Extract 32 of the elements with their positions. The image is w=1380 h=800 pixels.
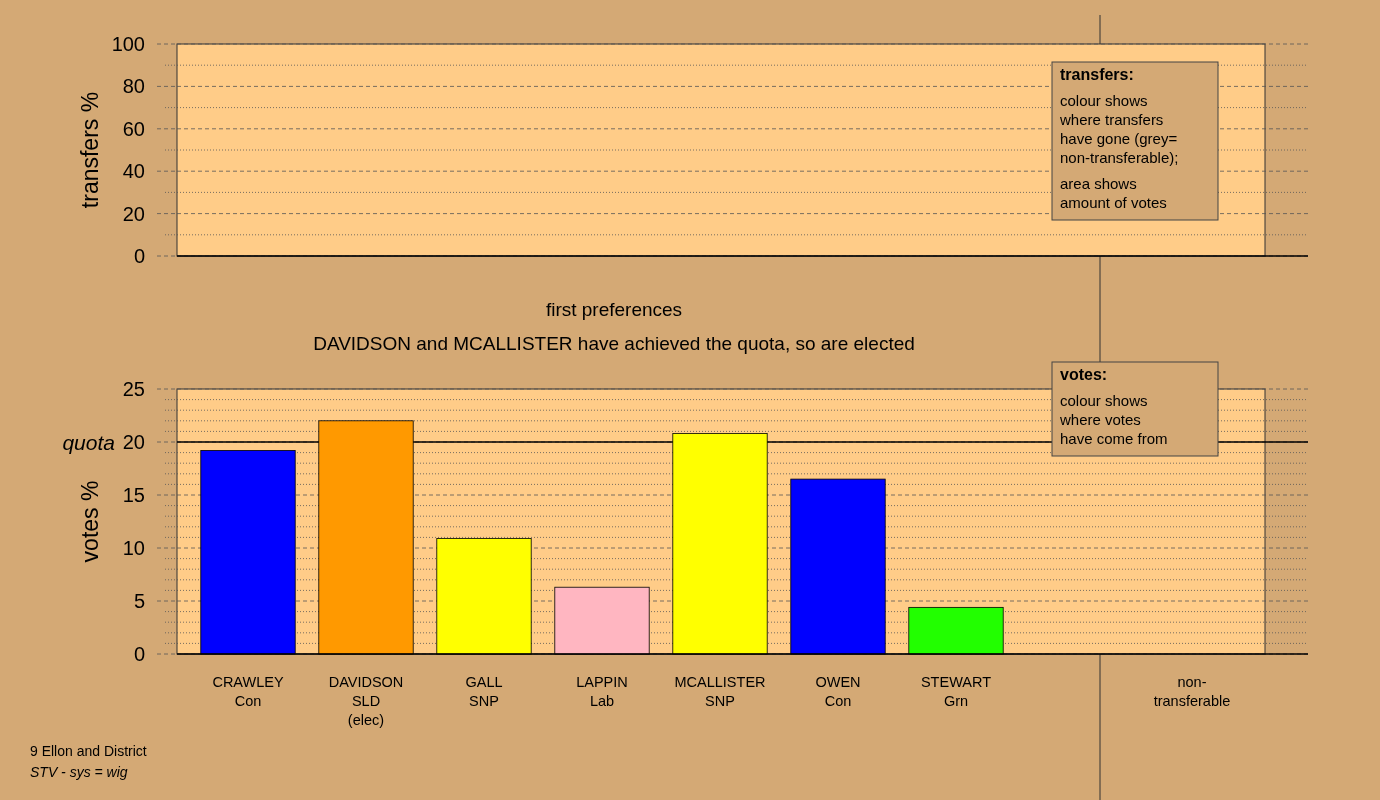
y-tick-label: 20 — [122, 202, 145, 225]
text: 9 Ellon and District — [30, 743, 147, 759]
y-tick-label: 15 — [122, 484, 145, 506]
x-tick-label: LAPPIN Lab — [576, 674, 628, 709]
y-tick-label: 20 — [122, 431, 145, 453]
text: votes: — [1060, 366, 1108, 383]
annotation: area shows amount of votes — [1060, 175, 1167, 211]
x-tick-label: MCALLISTER SNP — [674, 674, 766, 709]
y-tick-label: 100 — [111, 33, 145, 55]
y-tick-label: 80 — [122, 75, 145, 98]
y-tick-label: 60 — [122, 117, 145, 140]
annotation: colour shows where votes have come from — [1059, 392, 1168, 447]
annotation: colour shows where transfers have gone (grey= non-transferable); — [1059, 92, 1179, 166]
y-tick-label: 0 — [133, 643, 145, 665]
x-tick-label: STEWART Grn — [920, 674, 992, 709]
y-tick-label: 25 — [122, 378, 145, 400]
y-tick-label: 0 — [133, 245, 145, 267]
text: STV - sys = wig — [30, 764, 128, 780]
annotation: transfers: — [1060, 66, 1134, 83]
ref-line-label: quota — [62, 431, 115, 454]
chart-title: first preferences — [545, 299, 683, 320]
y-tick-label: 5 — [133, 590, 145, 612]
x-tick-label: OWEN Con — [815, 674, 861, 709]
chart-subtitle: DAVIDSON and MCALLISTER have achieved the quota, so are elected — [313, 333, 915, 354]
x-tick-label: DAVIDSON SLD (elec) — [328, 674, 404, 728]
x-tick-label: non- transferable — [1153, 674, 1231, 709]
x-tick-label: CRAWLEY Con — [212, 674, 284, 709]
y-tick-label: 10 — [122, 537, 145, 559]
y-axis-title: votes % — [77, 480, 103, 563]
x-tick-label: GALL SNP — [465, 674, 503, 709]
y-tick-label: 40 — [122, 160, 145, 183]
y-axis-title: transfers % — [77, 91, 103, 209]
